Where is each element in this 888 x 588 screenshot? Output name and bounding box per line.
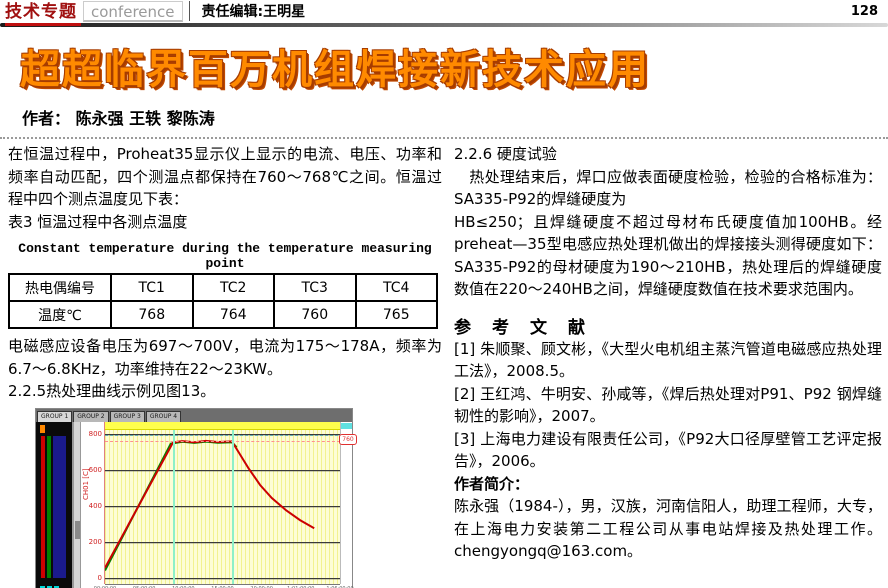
plot-column: CH01 [C] 0 200 400 600 800 760 — [81, 421, 357, 588]
y-tick-label: 200 — [88, 538, 102, 547]
cursor-readout-chip — [341, 422, 352, 429]
y-tick-label: 800 — [88, 430, 102, 439]
dotted-divider — [0, 137, 888, 139]
reference-item: [2] 王红鸿、牛明安、孙咸等，《焊后热处理对P91、P92 钢焊缝韧性的影响》… — [454, 384, 882, 426]
recorder-tabbar: GROUP 1 GROUP 2 GROUP 3 GROUP 4 — [36, 408, 352, 422]
recorder-tab[interactable]: GROUP 3 — [109, 410, 145, 422]
x-tick-label: 05:00:00 — [133, 586, 155, 588]
author-bio-heading: 作者简介： — [454, 474, 530, 493]
x-tick-label: 1:01:00:00 — [287, 586, 314, 588]
reference-item: [3] 上海电力建设有限责任公司，《P92大口径厚壁管工艺评定报告》，2006。 — [454, 429, 882, 471]
y-axis: CH01 [C] 0 200 400 600 800 — [81, 421, 105, 584]
x-tick-label: 15:00:00 — [211, 586, 233, 588]
temperature-table: 热电偶编号 TC1 TC2 TC3 TC4 温度℃ 768 764 760 765 — [8, 273, 438, 329]
plot-area — [105, 421, 340, 584]
x-tick-label: 00:00:00 — [94, 586, 116, 588]
value-cell: 764 — [191, 300, 275, 329]
x-tick-label: 1:06:00:00 — [326, 586, 353, 588]
y-tick-label: 400 — [88, 502, 102, 511]
recorder-tab[interactable]: GROUP 2 — [73, 410, 109, 422]
y-tick-label: 0 — [97, 574, 102, 583]
value-cell: 768 — [110, 300, 194, 329]
value-cell: 765 — [354, 300, 438, 329]
time-cursor[interactable] — [231, 429, 234, 584]
value-cell: TC2 — [191, 273, 275, 302]
row-header-cell: 热电偶编号 — [8, 273, 112, 302]
authors-line: 作者： 陈永强 王轶 黎陈涛 — [22, 109, 215, 128]
author-bio: 陈永强（1984-），男，汉族，河南信阳人，助理工程师，大专，在上海电力安装第二… — [454, 497, 882, 560]
editor-label: 责任编辑:王明星 — [201, 4, 306, 20]
pen-panel — [36, 421, 74, 588]
temperature-table-body: 热电偶编号 TC1 TC2 TC3 TC4 温度℃ 768 764 760 765 — [8, 273, 438, 329]
references-heading: 参 考 文 献 — [454, 317, 587, 338]
left-column: 在恒温过程中，Proheat35显示仪上显示的电流、电压、功率和频率自动匹配，四… — [8, 143, 442, 588]
pen-indicator-icon — [40, 585, 45, 588]
vertical-scrollbar[interactable] — [74, 421, 81, 588]
header-divider — [188, 1, 190, 21]
header-rule — [0, 23, 888, 27]
recorder-tab[interactable]: GROUP 1 — [37, 410, 73, 422]
paragraph-constant-temp: 在恒温过程中，Proheat35显示仪上显示的电流、电压、功率和频率自动匹配，四… — [8, 145, 442, 208]
x-tick-label: 10:00:00 — [172, 586, 194, 588]
x-tick-label: 20:00:00 — [250, 586, 272, 588]
section-heading-hardness: 2.2.6 硬度试验 — [454, 145, 557, 163]
vertical-scrollbar-thumb[interactable] — [75, 521, 80, 540]
article-title: 超超临界百万机组焊接新技术应用 — [20, 47, 650, 93]
section-label: 技术专题 — [5, 0, 81, 26]
table-caption-en: Constant temperature during the temperat… — [18, 241, 432, 271]
paragraph-hardness-1: 热处理结束后，焊口应做表面硬度检验，检验的合格标准为：SA335-P92的焊缝硬… — [454, 167, 882, 209]
value-cell: TC1 — [110, 273, 194, 302]
recorder-main: CH01 [C] 0 200 400 600 800 760 — [36, 421, 357, 588]
pen-bar-green — [47, 435, 51, 578]
pwht-curves-svg — [105, 433, 340, 579]
paragraph-equipment: 电磁感应设备电压为697～700V，电流为175～178A，频率为6.7～6.8… — [8, 337, 442, 378]
table-row: 热电偶编号 TC1 TC2 TC3 TC4 — [8, 273, 438, 302]
paragraph-hardness-2: HB≤250；且焊缝硬度不超过母材布氏硬度值加100HB。经preheat—35… — [454, 212, 882, 299]
recorder-screenshot: GROUP 1 GROUP 2 GROUP 3 GROUP 4 — [35, 407, 357, 588]
right-column: 2.2.6 硬度试验 热处理结束后，焊口应做表面硬度检验，检验的合格标准为：SA… — [442, 143, 882, 588]
pen-bar-red — [41, 435, 45, 578]
pen-indicator-icon — [47, 585, 52, 588]
row-header-cell: 温度℃ — [8, 300, 112, 329]
time-cursor[interactable] — [173, 429, 176, 584]
x-axis: 00:00:00 05:00:00 10:00:00 15:00:00 20:00:00… — [94, 583, 354, 588]
table-row: 温度℃ 768 764 760 765 — [8, 300, 438, 329]
recorder-tab[interactable]: GROUP 4 — [145, 410, 182, 422]
pen-marker-icon — [40, 424, 45, 433]
reference-item: [1] 朱顺聚、顾文彬，《大型火电机组主蒸汽管道电磁感应热处理工法》，2008.… — [454, 339, 882, 381]
paragraph-curve-ref: 2.2.5热处理曲线示例见图13。 — [8, 382, 216, 400]
cursor-value-box: 760 — [339, 433, 357, 445]
table-title: 表3 恒温过程中各测点温度 — [8, 212, 188, 231]
y-tick-label: 600 — [88, 466, 102, 475]
value-cell: 760 — [273, 300, 357, 329]
alarm-band — [105, 421, 340, 430]
value-cell: TC4 — [354, 273, 438, 302]
pen-indicator-icon — [54, 585, 59, 588]
conference-label: conference — [83, 0, 183, 22]
page-number: 128 — [850, 3, 878, 19]
two-column-body: 在恒温过程中，Proheat35显示仪上显示的电流、电压、功率和频率自动匹配，四… — [0, 143, 888, 588]
pen-bar-blue — [53, 435, 66, 578]
hold-setpoint-line — [105, 441, 340, 443]
value-cell: TC3 — [273, 273, 357, 302]
plot-row: CH01 [C] 0 200 400 600 800 760 — [81, 421, 357, 584]
page-header: 技术专题 conference 责任编辑:王明星 128 — [0, 0, 888, 26]
right-gutter: 760 — [339, 421, 357, 584]
